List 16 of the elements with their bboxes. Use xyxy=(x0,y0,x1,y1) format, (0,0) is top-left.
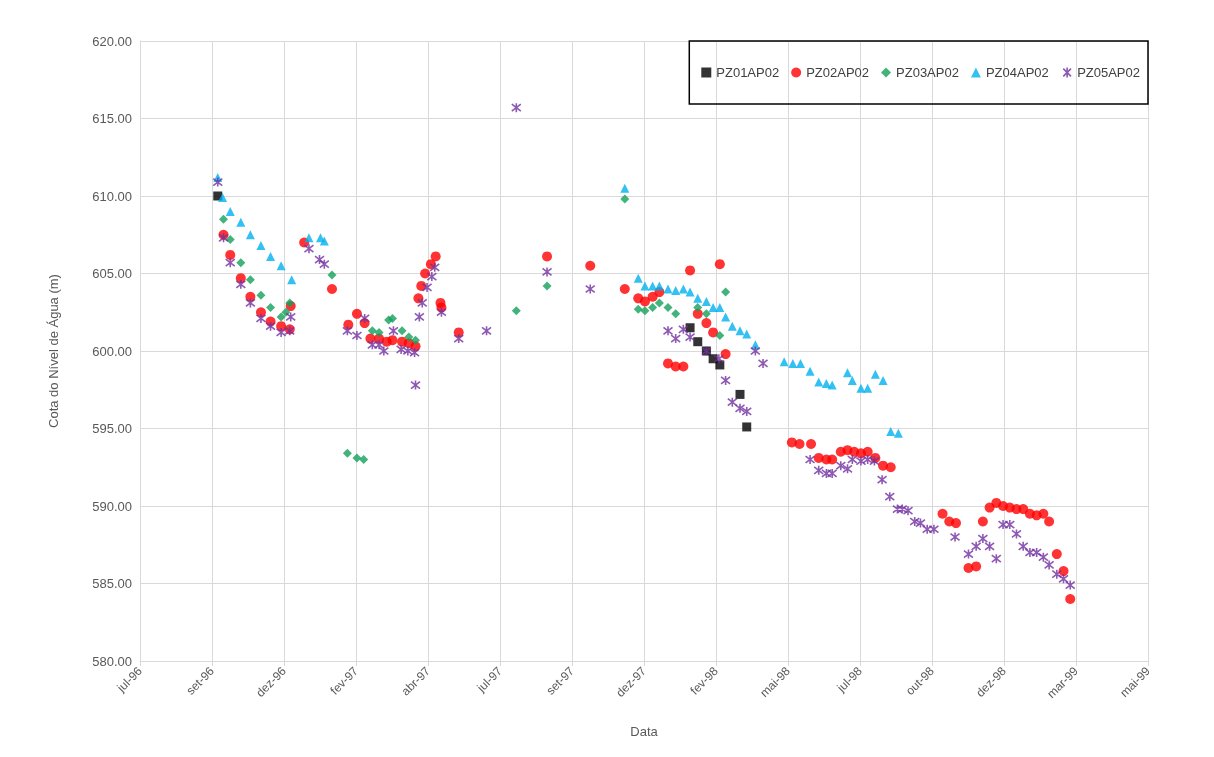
y-tick-label: 615.00 xyxy=(92,111,132,126)
legend-label: PZ04AP02 xyxy=(985,65,1049,80)
legend-label: PZ03AP02 xyxy=(896,65,959,80)
legend-label: PZ05AP02 xyxy=(1077,65,1140,80)
y-tick-label: 605.00 xyxy=(92,266,132,281)
y-tick-label: 590.00 xyxy=(92,498,132,514)
y-tick-label: 585.00 xyxy=(92,576,132,591)
y-tick-label: 580.00 xyxy=(92,653,132,669)
y-tick-label: 620.00 xyxy=(92,33,132,49)
y-tick-label: 600.00 xyxy=(92,343,132,359)
x-axis-title: Data xyxy=(630,724,659,739)
y-axis-title: Cota do Nível de Água (m) xyxy=(46,274,61,428)
legend-label: PZ01AP02 xyxy=(716,65,780,80)
y-tick-label: 595.00 xyxy=(92,421,132,436)
legend-label: PZ02AP02 xyxy=(806,65,870,80)
y-tick-label: 610.00 xyxy=(92,188,132,204)
